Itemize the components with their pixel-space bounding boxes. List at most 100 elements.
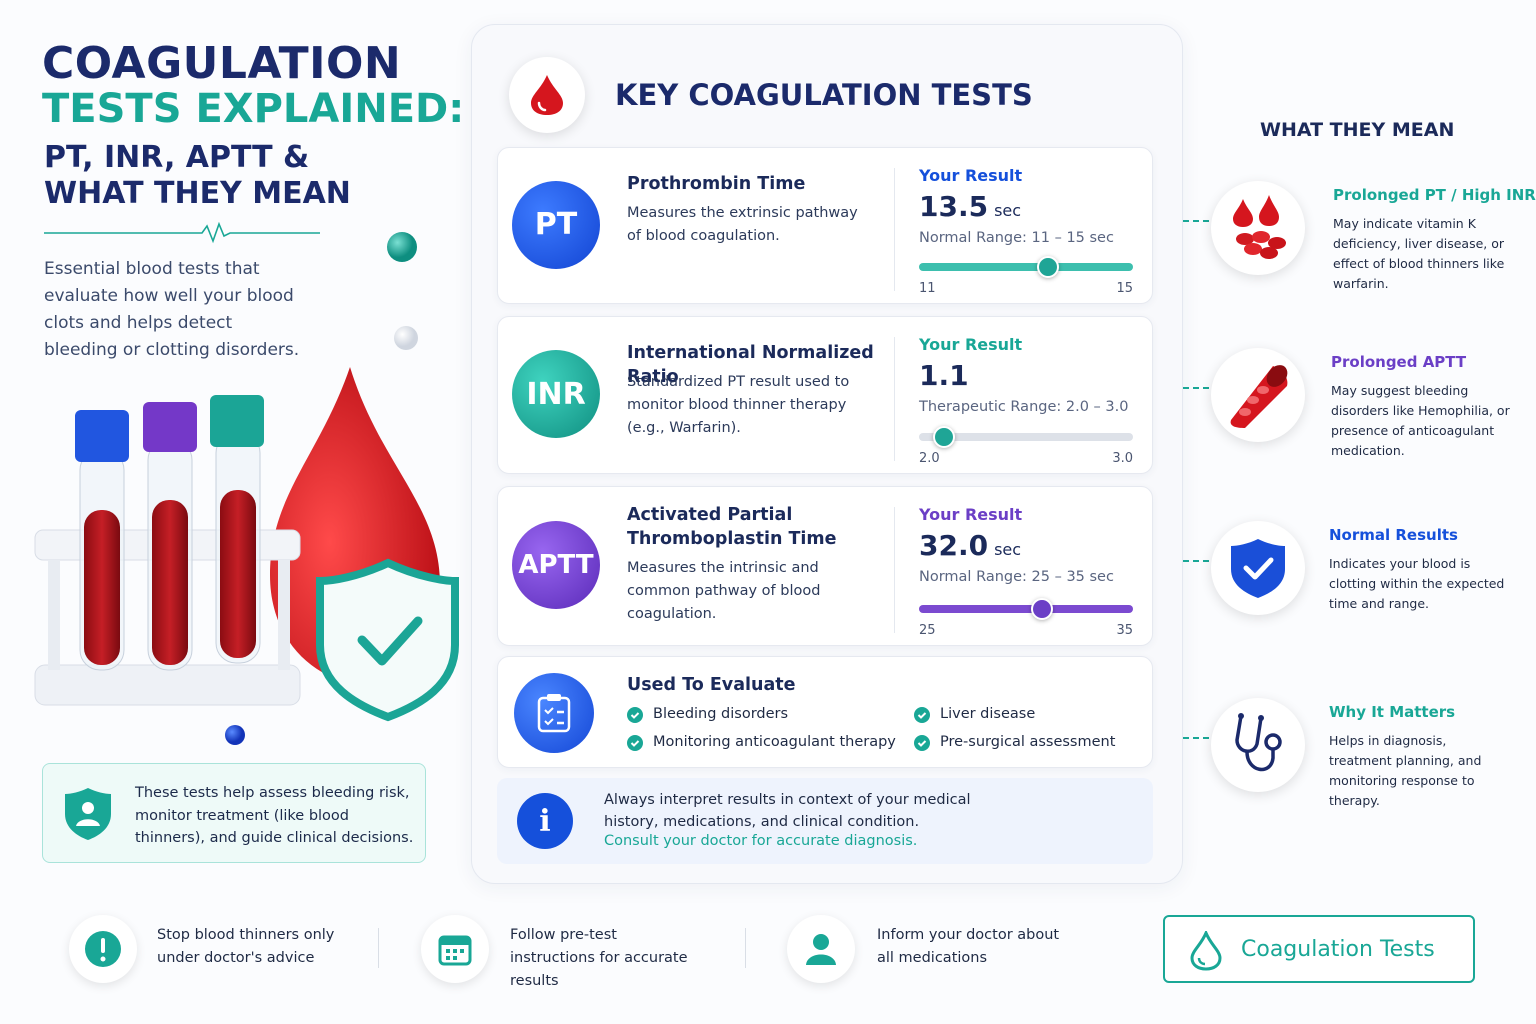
meaning-text: May indicate vitamin K deficiency, liver…	[1333, 216, 1505, 291]
tip-icon	[421, 915, 489, 983]
divider	[894, 337, 895, 461]
range-track	[919, 605, 1133, 613]
graphic	[438, 935, 472, 966]
graphic	[1238, 713, 1244, 719]
graphic	[806, 934, 836, 965]
graphic	[557, 710, 564, 725]
meaning-title: Normal Results	[1329, 526, 1458, 544]
graphic	[1190, 931, 1222, 971]
range-text: Therapeutic Range: 2.0 – 3.0	[919, 399, 1129, 415]
graphic	[813, 934, 829, 950]
range-knob	[1037, 256, 1060, 278]
badge-drop	[1190, 931, 1222, 971]
meaning-text: Indicates your blood is clotting within …	[1329, 556, 1505, 611]
test-card: APTT Activated Partial Thromboplastin Tim…	[497, 486, 1153, 646]
graphic	[1257, 386, 1269, 394]
graphic	[1239, 408, 1251, 416]
graphic	[75, 410, 129, 462]
check-icon	[627, 735, 643, 751]
graphic	[85, 931, 121, 967]
test-card: INR International Normalized Ratio Standar…	[497, 316, 1153, 474]
graphic	[1259, 195, 1279, 226]
note-text: These tests help assess bleeding risk, m…	[135, 785, 414, 846]
result-number: 13.5	[919, 190, 989, 223]
heartbeat-line	[44, 222, 320, 244]
graphic	[316, 558, 459, 722]
test-description: Standardized PT result used to monitor b…	[627, 374, 850, 436]
divider	[745, 928, 746, 968]
evaluate-item: Monitoring anticoagulant therapy	[653, 734, 896, 750]
graphic	[627, 735, 643, 751]
range-knob	[1030, 598, 1053, 620]
graphic	[917, 740, 927, 747]
graphic	[48, 560, 60, 670]
graphic	[1233, 199, 1253, 227]
result-label: Your Result	[919, 166, 1023, 185]
graphic	[1264, 733, 1282, 751]
graphic	[75, 395, 264, 671]
graphic	[76, 819, 100, 826]
info-icon: i	[517, 793, 573, 849]
graphic	[152, 500, 188, 665]
graphic	[537, 101, 547, 112]
graphic	[627, 707, 643, 723]
graphic	[220, 490, 256, 658]
graphic	[143, 402, 197, 452]
graphic	[1230, 365, 1288, 428]
notice-box: i Always interpret results in context of…	[497, 778, 1153, 864]
test-abbr: INR	[512, 350, 600, 438]
graphic	[460, 949, 464, 953]
illustration	[34, 232, 459, 745]
lead-line	[1183, 560, 1209, 562]
tip-text: Follow pre-test instructions for accurat…	[510, 927, 688, 989]
graphic	[917, 712, 927, 719]
blood-drop-icon	[509, 57, 585, 133]
graphic	[547, 694, 561, 701]
result-value: 13.5 sec	[919, 190, 1021, 223]
intro-text: Essential blood tests that evaluate how …	[44, 259, 300, 360]
evaluate-item: Pre-surgical assessment	[940, 734, 1116, 750]
result-number: 32.0	[919, 529, 989, 562]
evaluate-title: Used To Evaluate	[627, 675, 796, 695]
graphic	[1260, 247, 1278, 259]
result-number: 1.1	[919, 359, 969, 392]
subtitle-line: PT, INR, APTT &	[44, 140, 310, 175]
test-abbr: APTT	[512, 521, 600, 609]
scale-min: 2.0	[919, 451, 940, 466]
graphic	[531, 75, 563, 115]
badge-text: Coagulation Tests	[1241, 937, 1435, 962]
topic-badge: Coagulation Tests	[1163, 915, 1475, 983]
result-value: 32.0 sec	[919, 529, 1021, 562]
scale-max: 15	[1116, 281, 1133, 296]
graphic	[1252, 231, 1270, 243]
divider	[894, 507, 895, 633]
graphic	[446, 949, 464, 960]
evaluate-card: Used To Evaluate Bleeding disorders Liver…	[497, 656, 1153, 768]
graphic	[1266, 365, 1288, 387]
meanings-title: WHAT THEY MEAN	[1260, 119, 1455, 141]
scale-min: 25	[919, 623, 936, 638]
graphic	[446, 956, 450, 960]
graphic	[82, 802, 94, 814]
result-label: Your Result	[919, 335, 1023, 354]
test-card: PT Prothrombin Time Measures the extrinsic…	[497, 147, 1153, 304]
graphic	[1233, 195, 1286, 259]
graphic	[544, 707, 554, 726]
divider	[378, 928, 379, 968]
result-unit: sec	[994, 540, 1022, 559]
meaning-text: Helps in diagnosis, treatment planning, …	[1329, 733, 1482, 808]
graphic	[100, 956, 106, 962]
graphic	[627, 707, 643, 723]
graphic	[1247, 396, 1259, 404]
graphic	[914, 735, 930, 751]
graphic	[210, 395, 264, 447]
evaluate-item: Liver disease	[940, 706, 1036, 722]
test-name: Activated Partial Thromboplastin Time	[627, 505, 837, 549]
drop-glyph	[531, 75, 563, 115]
tip-text: Stop blood thinners only under doctor's …	[157, 927, 335, 966]
panel-title: KEY COAGULATION TESTS	[615, 78, 1033, 112]
scale-max: 35	[1116, 623, 1133, 638]
notice-highlight: Consult your doctor for accurate diagnos…	[604, 833, 918, 849]
graphic	[84, 510, 120, 665]
